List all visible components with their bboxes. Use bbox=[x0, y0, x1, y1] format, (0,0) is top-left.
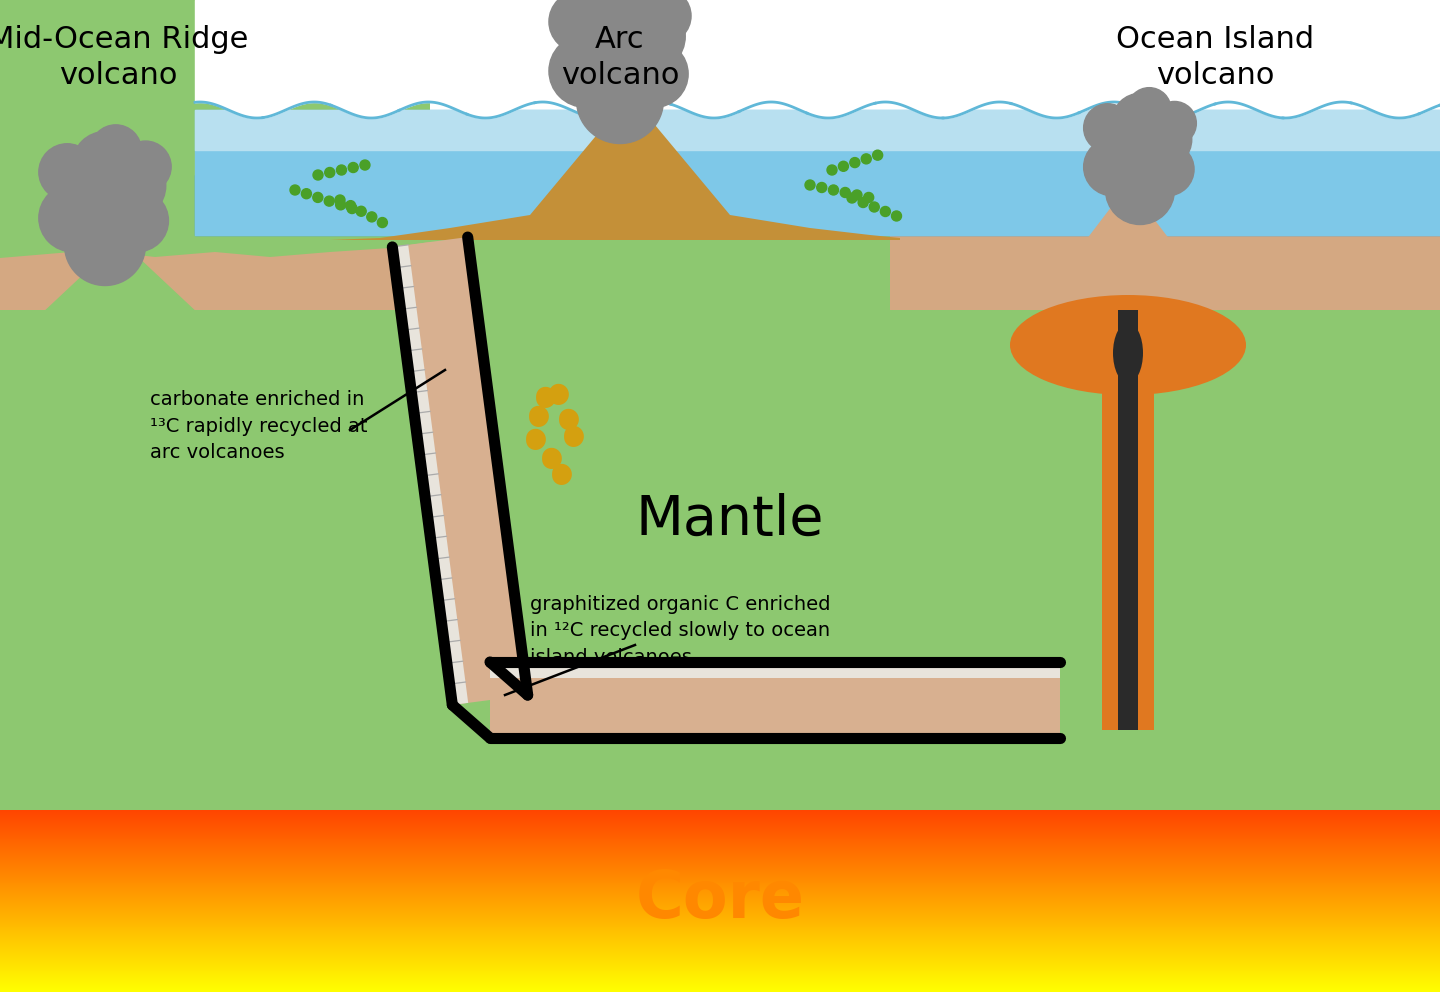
Polygon shape bbox=[564, 426, 583, 447]
Circle shape bbox=[576, 57, 664, 144]
Circle shape bbox=[636, 0, 691, 44]
Circle shape bbox=[1140, 143, 1194, 195]
Polygon shape bbox=[549, 384, 569, 405]
Polygon shape bbox=[490, 662, 1060, 738]
Polygon shape bbox=[0, 230, 431, 310]
Text: carbonate enriched in
¹³C rapidly recycled at
arc volcanoes: carbonate enriched in ¹³C rapidly recycl… bbox=[150, 390, 367, 462]
Text: Ocean Island
volcano: Ocean Island volcano bbox=[1116, 25, 1315, 90]
Polygon shape bbox=[526, 429, 546, 450]
Circle shape bbox=[356, 206, 366, 216]
Circle shape bbox=[98, 152, 166, 219]
Circle shape bbox=[847, 193, 857, 203]
Polygon shape bbox=[536, 387, 556, 408]
Polygon shape bbox=[1117, 310, 1138, 730]
Circle shape bbox=[827, 165, 837, 175]
Polygon shape bbox=[890, 230, 1440, 310]
Circle shape bbox=[828, 185, 838, 195]
Ellipse shape bbox=[1113, 323, 1143, 383]
Circle shape bbox=[891, 211, 901, 221]
Circle shape bbox=[861, 154, 871, 164]
Circle shape bbox=[880, 206, 890, 216]
Circle shape bbox=[312, 192, 323, 202]
Circle shape bbox=[346, 200, 356, 210]
Circle shape bbox=[549, 35, 622, 107]
Circle shape bbox=[360, 160, 370, 170]
Circle shape bbox=[585, 0, 655, 48]
Circle shape bbox=[325, 168, 334, 178]
Circle shape bbox=[549, 0, 611, 53]
Circle shape bbox=[377, 217, 387, 227]
Polygon shape bbox=[392, 237, 527, 705]
Circle shape bbox=[816, 183, 827, 192]
Circle shape bbox=[336, 195, 346, 205]
Circle shape bbox=[1106, 156, 1175, 224]
Polygon shape bbox=[541, 447, 562, 469]
Circle shape bbox=[838, 162, 848, 172]
Circle shape bbox=[603, 0, 660, 26]
Circle shape bbox=[1128, 87, 1171, 131]
Polygon shape bbox=[0, 242, 431, 310]
Circle shape bbox=[301, 188, 311, 198]
Circle shape bbox=[622, 41, 688, 107]
Polygon shape bbox=[490, 662, 1060, 678]
Polygon shape bbox=[559, 409, 579, 430]
Circle shape bbox=[1096, 109, 1161, 174]
Circle shape bbox=[289, 185, 300, 195]
Circle shape bbox=[324, 196, 334, 206]
Circle shape bbox=[613, 0, 685, 72]
Circle shape bbox=[870, 202, 880, 212]
Polygon shape bbox=[1086, 185, 1169, 240]
Circle shape bbox=[367, 212, 377, 222]
Circle shape bbox=[347, 203, 357, 213]
Circle shape bbox=[91, 125, 141, 177]
Circle shape bbox=[39, 144, 95, 200]
Circle shape bbox=[805, 180, 815, 190]
Circle shape bbox=[39, 185, 107, 252]
Polygon shape bbox=[552, 464, 572, 485]
Circle shape bbox=[873, 150, 883, 160]
Circle shape bbox=[864, 192, 874, 202]
Circle shape bbox=[107, 189, 168, 252]
Circle shape bbox=[1084, 138, 1140, 195]
Circle shape bbox=[1084, 104, 1132, 152]
Polygon shape bbox=[0, 0, 431, 310]
Circle shape bbox=[582, 26, 644, 87]
Polygon shape bbox=[0, 230, 1440, 810]
Circle shape bbox=[120, 141, 171, 192]
Circle shape bbox=[1113, 93, 1168, 149]
Circle shape bbox=[564, 0, 647, 79]
Circle shape bbox=[840, 187, 850, 197]
Polygon shape bbox=[330, 95, 900, 240]
Text: graphitized organic C enriched
in ¹²C recycled slowly to ocean
island volcanoes: graphitized organic C enriched in ¹²C re… bbox=[530, 595, 831, 667]
Circle shape bbox=[858, 197, 868, 207]
Text: Core: Core bbox=[635, 868, 805, 932]
Text: Arc
volcano: Arc volcano bbox=[560, 25, 680, 90]
Circle shape bbox=[852, 190, 863, 200]
Ellipse shape bbox=[1009, 295, 1246, 395]
Circle shape bbox=[850, 158, 860, 168]
Polygon shape bbox=[392, 245, 468, 705]
Circle shape bbox=[312, 170, 323, 180]
Polygon shape bbox=[0, 265, 180, 310]
Circle shape bbox=[337, 165, 347, 175]
Circle shape bbox=[1135, 111, 1192, 169]
Polygon shape bbox=[528, 406, 549, 427]
Polygon shape bbox=[40, 240, 200, 315]
Circle shape bbox=[348, 163, 359, 173]
Text: Mid-Ocean Ridge
volcano: Mid-Ocean Ridge volcano bbox=[0, 25, 248, 90]
Circle shape bbox=[72, 132, 137, 196]
Circle shape bbox=[336, 199, 346, 210]
Circle shape bbox=[1152, 101, 1197, 145]
Polygon shape bbox=[1102, 310, 1153, 730]
Circle shape bbox=[65, 204, 145, 286]
Circle shape bbox=[53, 151, 130, 226]
Circle shape bbox=[1110, 131, 1158, 180]
Circle shape bbox=[71, 177, 127, 233]
Text: Mantle: Mantle bbox=[635, 493, 824, 547]
